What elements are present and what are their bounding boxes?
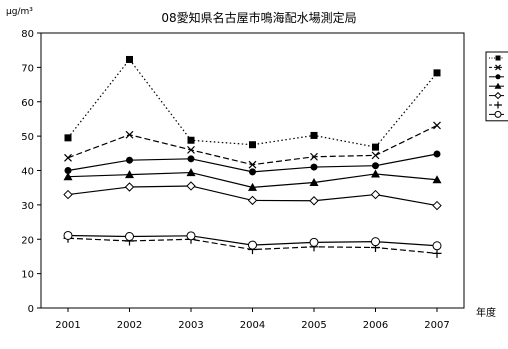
x-tick-label: 2007: [424, 320, 449, 331]
data-point: [433, 121, 441, 130]
data-point: [63, 172, 73, 181]
data-point: [310, 152, 318, 161]
data-point: [310, 163, 318, 171]
y-tick-label: 80: [21, 29, 34, 40]
series-line: [67, 58, 438, 148]
data-point: [309, 178, 319, 187]
data-point: [64, 167, 72, 174]
x-axis: 2001 2002 2003 2004 2005 2006 2007: [55, 308, 450, 331]
data-point: [186, 181, 196, 191]
legend-marker: [495, 74, 501, 80]
y-tick-label: 20: [21, 235, 34, 246]
data-point: [249, 141, 256, 149]
y-axis-unit-label: μg/m³: [6, 7, 33, 17]
data-point: [248, 182, 257, 191]
series-2: [64, 121, 441, 169]
data-point: [432, 248, 442, 258]
x-tick-label: 2004: [240, 320, 265, 331]
chart-title: 08愛知県名古屋市鳴海配水場測定局: [161, 10, 356, 25]
data-point: [126, 55, 133, 63]
x-tick-label: 2005: [301, 320, 326, 331]
data-point: [372, 143, 379, 151]
legend-marker: [494, 91, 502, 100]
x-tick-label: 2001: [55, 320, 80, 331]
data-point: [247, 195, 258, 206]
data-point: [126, 156, 133, 164]
legend-marker: [495, 55, 501, 61]
data-point: [248, 160, 257, 169]
data-point: [310, 131, 318, 139]
data-point: [187, 155, 195, 163]
legend: [485, 51, 508, 122]
legend-entry-3: [489, 74, 504, 80]
legend-entry-6: [489, 101, 504, 109]
y-tick-label: 60: [21, 98, 34, 109]
data-point: [370, 189, 381, 200]
y-tick-label: 50: [21, 132, 34, 143]
data-point: [249, 168, 256, 176]
legend-entry-2: [489, 64, 504, 71]
data-point: [63, 189, 73, 200]
data-point: [248, 240, 257, 250]
series-layer: [63, 55, 442, 258]
legend-entry-4: [489, 82, 504, 89]
y-tick-label: 40: [21, 167, 34, 178]
data-point: [125, 130, 134, 139]
y-axis: 0 10 20 30 40 50 60 70 80: [21, 29, 41, 315]
data-point: [187, 145, 195, 154]
data-point: [372, 162, 379, 170]
data-point: [186, 231, 196, 241]
data-point: [125, 170, 134, 179]
y-tick-label: 10: [21, 270, 34, 281]
data-point: [64, 153, 72, 162]
data-point: [309, 196, 319, 206]
y-tick-label: 30: [21, 201, 34, 212]
legend-entry-7: [489, 110, 504, 118]
data-point: [432, 175, 442, 184]
series-7: [63, 230, 442, 251]
data-point: [371, 169, 380, 178]
data-point: [125, 232, 134, 241]
data-point: [371, 237, 380, 247]
legend-marker: [495, 64, 501, 71]
data-point: [124, 182, 135, 192]
series-3: [64, 150, 441, 176]
x-axis-label: 年度: [476, 306, 496, 319]
series-4: [63, 168, 442, 191]
series-5: [63, 181, 442, 211]
data-point: [432, 200, 442, 211]
y-tick-label: 0: [28, 304, 34, 315]
x-tick-label: 2006: [363, 320, 388, 331]
series-1: [64, 55, 441, 151]
data-point: [64, 134, 72, 142]
data-point: [432, 241, 442, 251]
y-tick-label: 70: [21, 63, 34, 74]
legend-marker: [494, 101, 502, 109]
data-point: [309, 237, 319, 247]
data-point: [187, 136, 195, 144]
legend-marker: [494, 110, 502, 118]
legend-marker: [494, 82, 502, 89]
data-point: [433, 69, 441, 77]
legend-entry-1: [489, 55, 504, 61]
x-tick-label: 2002: [117, 320, 142, 331]
data-point: [186, 168, 196, 177]
legend-entry-5: [489, 91, 504, 100]
x-tick-label: 2003: [178, 320, 203, 331]
data-point: [433, 150, 441, 158]
data-point: [63, 230, 73, 240]
data-point: [371, 151, 380, 160]
